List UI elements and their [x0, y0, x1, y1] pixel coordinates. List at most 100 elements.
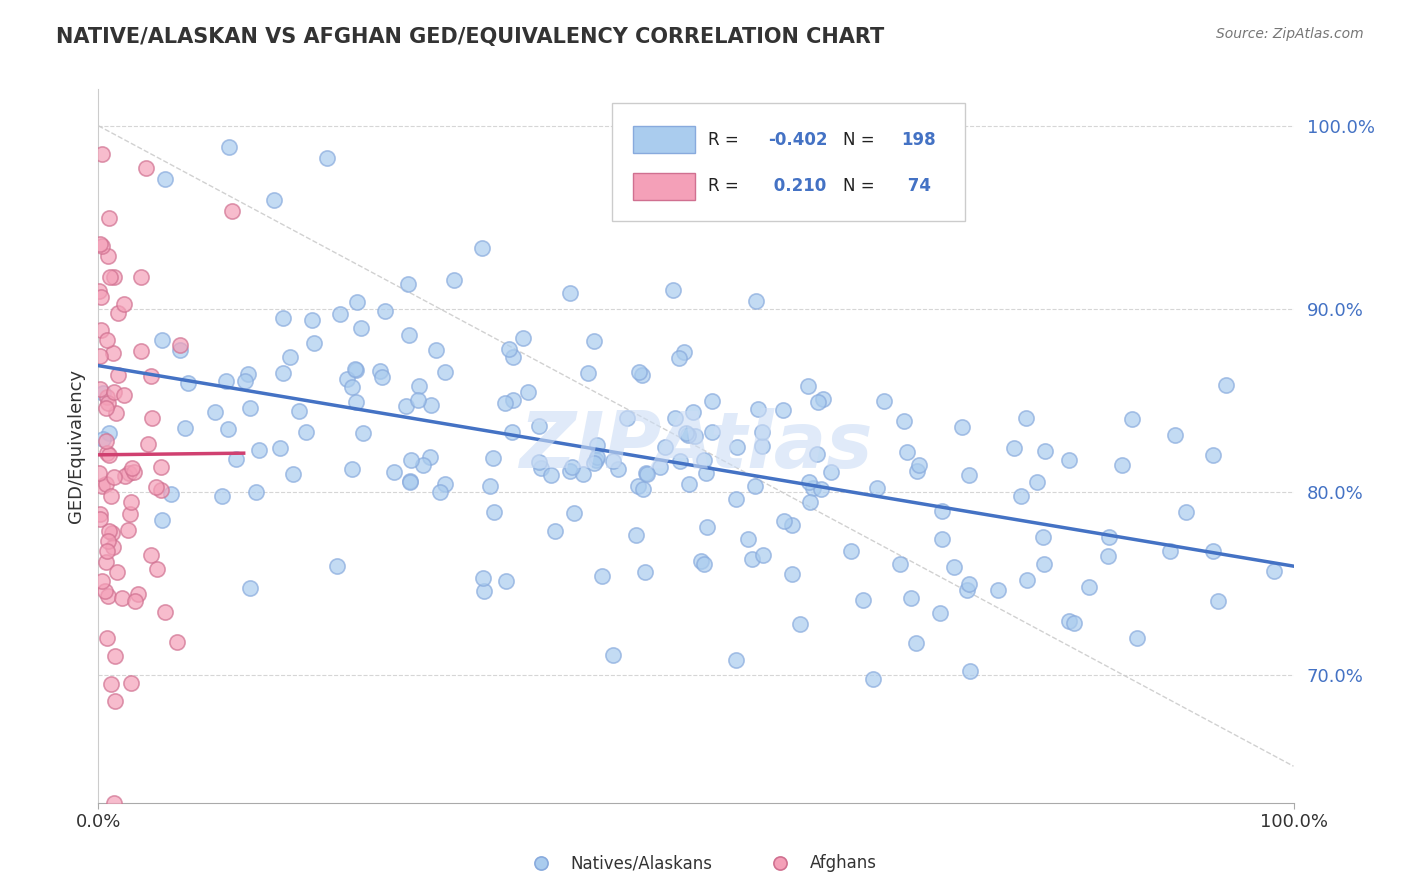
- Point: [668, 351, 690, 366]
- Point: [1026, 475, 1049, 490]
- Point: [301, 312, 323, 326]
- Point: [627, 479, 650, 493]
- Point: [1063, 615, 1085, 630]
- Point: [797, 475, 820, 489]
- Point: [166, 635, 188, 649]
- Point: [905, 636, 928, 650]
- Point: [374, 304, 396, 318]
- Point: [159, 487, 181, 501]
- Point: [217, 422, 239, 436]
- Point: [1159, 544, 1181, 558]
- Point: [316, 151, 339, 165]
- Point: [98, 269, 121, 284]
- Text: -0.402: -0.402: [768, 131, 827, 149]
- Text: 0.210: 0.210: [768, 178, 825, 195]
- Text: 198: 198: [901, 131, 936, 149]
- Point: [96, 631, 118, 645]
- Point: [103, 470, 125, 484]
- Point: [582, 334, 605, 348]
- Point: [94, 434, 117, 448]
- Point: [896, 445, 918, 459]
- Point: [221, 204, 243, 219]
- Point: [399, 452, 422, 467]
- Point: [97, 249, 120, 263]
- Point: [561, 460, 583, 475]
- Text: Natives/Alaskans: Natives/Alaskans: [571, 855, 713, 872]
- Point: [344, 395, 367, 409]
- Point: [139, 368, 162, 383]
- Point: [271, 310, 294, 325]
- Point: [725, 653, 748, 667]
- Point: [811, 392, 834, 406]
- Point: [471, 571, 494, 585]
- Point: [111, 591, 134, 605]
- Point: [149, 460, 172, 475]
- Point: [1010, 489, 1032, 503]
- Point: [114, 468, 136, 483]
- Point: [139, 548, 162, 562]
- Point: [97, 589, 120, 603]
- Point: [950, 419, 973, 434]
- Point: [399, 474, 422, 488]
- Point: [1263, 564, 1285, 578]
- Point: [122, 465, 145, 479]
- Point: [419, 450, 441, 464]
- Point: [683, 429, 706, 443]
- Point: [957, 468, 980, 483]
- Point: [131, 343, 153, 358]
- Point: [429, 485, 451, 500]
- Point: [399, 475, 422, 489]
- Point: [103, 269, 125, 284]
- Point: [91, 574, 114, 588]
- Point: [336, 372, 359, 386]
- Point: [239, 401, 262, 415]
- Point: [799, 495, 821, 509]
- Point: [98, 426, 121, 441]
- Point: [1059, 453, 1081, 467]
- Point: [806, 446, 828, 460]
- Point: [100, 489, 122, 503]
- Point: [433, 365, 456, 379]
- Point: [100, 526, 122, 541]
- Y-axis label: GED/Equivalency: GED/Equivalency: [66, 369, 84, 523]
- Point: [516, 384, 538, 399]
- Point: [1033, 443, 1056, 458]
- Point: [797, 379, 820, 393]
- Point: [288, 404, 311, 418]
- Text: Source: ZipAtlas.com: Source: ZipAtlas.com: [1216, 27, 1364, 41]
- Point: [1121, 411, 1143, 425]
- Point: [135, 161, 157, 175]
- Point: [269, 442, 291, 456]
- Point: [412, 458, 434, 472]
- Point: [218, 140, 240, 154]
- Point: [624, 528, 647, 542]
- Point: [96, 334, 118, 348]
- Point: [104, 649, 127, 664]
- Point: [100, 677, 122, 691]
- Point: [1032, 530, 1054, 544]
- Point: [370, 364, 392, 378]
- Point: [443, 272, 465, 286]
- Point: [1126, 631, 1149, 645]
- Point: [87, 284, 110, 298]
- Point: [97, 448, 120, 462]
- Text: ZIPAtlas: ZIPAtlas: [519, 408, 873, 484]
- Point: [247, 442, 270, 457]
- Point: [955, 582, 977, 597]
- Point: [695, 466, 717, 480]
- Point: [107, 368, 129, 382]
- Point: [744, 479, 766, 493]
- Point: [560, 285, 582, 300]
- Point: [382, 465, 405, 479]
- Point: [101, 540, 124, 554]
- Point: [96, 544, 118, 558]
- Point: [987, 583, 1010, 598]
- Point: [602, 648, 624, 662]
- Point: [700, 394, 723, 409]
- Point: [693, 558, 716, 572]
- Point: [772, 403, 794, 417]
- Point: [104, 694, 127, 708]
- Point: [105, 565, 128, 579]
- Point: [1097, 549, 1119, 563]
- Point: [745, 294, 768, 309]
